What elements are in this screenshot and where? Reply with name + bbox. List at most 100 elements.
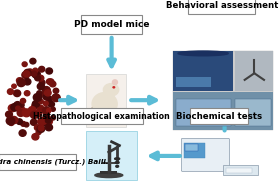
- Ellipse shape: [12, 84, 16, 88]
- Ellipse shape: [8, 89, 13, 94]
- Ellipse shape: [53, 88, 59, 93]
- Text: PD model mice: PD model mice: [74, 20, 149, 29]
- Ellipse shape: [43, 94, 49, 100]
- Ellipse shape: [43, 101, 48, 106]
- FancyBboxPatch shape: [86, 74, 126, 127]
- FancyBboxPatch shape: [102, 162, 116, 164]
- Ellipse shape: [22, 71, 29, 78]
- Ellipse shape: [20, 98, 26, 103]
- Ellipse shape: [38, 75, 44, 81]
- Ellipse shape: [32, 106, 36, 110]
- Ellipse shape: [48, 101, 54, 107]
- Ellipse shape: [32, 103, 39, 109]
- Ellipse shape: [92, 93, 117, 115]
- FancyBboxPatch shape: [235, 51, 273, 91]
- Ellipse shape: [32, 101, 40, 107]
- FancyBboxPatch shape: [176, 99, 231, 126]
- Ellipse shape: [50, 116, 56, 120]
- Ellipse shape: [19, 78, 24, 83]
- Ellipse shape: [24, 79, 31, 85]
- Ellipse shape: [46, 96, 52, 102]
- Ellipse shape: [10, 116, 18, 124]
- Ellipse shape: [26, 69, 33, 76]
- Ellipse shape: [38, 118, 46, 125]
- FancyBboxPatch shape: [181, 138, 229, 171]
- Ellipse shape: [11, 104, 19, 111]
- Ellipse shape: [103, 84, 119, 96]
- Text: Histopathological examination: Histopathological examination: [33, 112, 170, 121]
- Ellipse shape: [38, 125, 44, 131]
- Ellipse shape: [37, 105, 44, 111]
- Ellipse shape: [39, 99, 43, 104]
- Ellipse shape: [45, 118, 51, 123]
- Ellipse shape: [116, 165, 119, 167]
- Ellipse shape: [47, 79, 54, 85]
- Ellipse shape: [43, 108, 50, 115]
- Ellipse shape: [34, 125, 41, 131]
- Ellipse shape: [22, 109, 31, 117]
- Ellipse shape: [44, 90, 51, 96]
- Ellipse shape: [32, 134, 39, 140]
- Ellipse shape: [6, 117, 15, 125]
- Ellipse shape: [36, 130, 41, 135]
- Ellipse shape: [30, 58, 36, 64]
- Ellipse shape: [113, 87, 115, 88]
- FancyBboxPatch shape: [173, 51, 233, 91]
- Ellipse shape: [16, 78, 22, 83]
- Ellipse shape: [37, 83, 44, 90]
- Ellipse shape: [16, 106, 20, 110]
- FancyBboxPatch shape: [61, 108, 143, 124]
- Ellipse shape: [178, 51, 228, 56]
- Text: Behavioral assessment: Behavioral assessment: [166, 1, 278, 10]
- Ellipse shape: [6, 111, 13, 118]
- FancyBboxPatch shape: [185, 144, 198, 151]
- Ellipse shape: [32, 70, 40, 78]
- FancyBboxPatch shape: [86, 131, 137, 180]
- FancyBboxPatch shape: [226, 168, 252, 173]
- Ellipse shape: [47, 79, 52, 84]
- Ellipse shape: [43, 114, 49, 119]
- Ellipse shape: [14, 102, 21, 108]
- Ellipse shape: [20, 103, 24, 107]
- Ellipse shape: [35, 75, 40, 81]
- FancyBboxPatch shape: [176, 77, 211, 87]
- Ellipse shape: [30, 119, 37, 125]
- Ellipse shape: [8, 105, 16, 112]
- Ellipse shape: [95, 173, 123, 178]
- Text: Biochemical tests: Biochemical tests: [176, 112, 262, 121]
- Ellipse shape: [43, 107, 50, 114]
- FancyBboxPatch shape: [100, 171, 117, 174]
- Ellipse shape: [115, 162, 119, 163]
- FancyBboxPatch shape: [184, 143, 205, 158]
- FancyBboxPatch shape: [223, 166, 258, 175]
- FancyBboxPatch shape: [173, 51, 273, 130]
- Ellipse shape: [33, 68, 38, 73]
- Ellipse shape: [37, 91, 42, 95]
- Ellipse shape: [23, 71, 30, 77]
- Ellipse shape: [30, 111, 38, 119]
- Ellipse shape: [45, 118, 52, 125]
- FancyBboxPatch shape: [235, 99, 271, 126]
- FancyBboxPatch shape: [188, 0, 255, 14]
- Ellipse shape: [9, 121, 14, 125]
- Ellipse shape: [21, 122, 26, 126]
- Ellipse shape: [51, 107, 55, 111]
- Ellipse shape: [14, 90, 21, 97]
- Ellipse shape: [24, 91, 30, 96]
- Ellipse shape: [33, 94, 42, 101]
- Ellipse shape: [17, 110, 25, 116]
- Ellipse shape: [16, 119, 23, 124]
- Ellipse shape: [39, 66, 45, 72]
- Ellipse shape: [17, 107, 26, 115]
- Ellipse shape: [112, 80, 117, 85]
- Ellipse shape: [115, 158, 120, 160]
- Ellipse shape: [24, 69, 31, 76]
- Ellipse shape: [39, 92, 44, 96]
- Ellipse shape: [22, 62, 27, 67]
- Ellipse shape: [35, 110, 42, 117]
- Ellipse shape: [39, 107, 45, 113]
- Ellipse shape: [50, 81, 56, 87]
- Text: Schisandra chinensis (Turcz.) Baill.: Schisandra chinensis (Turcz.) Baill.: [0, 158, 109, 165]
- Ellipse shape: [47, 108, 51, 112]
- Ellipse shape: [28, 107, 36, 113]
